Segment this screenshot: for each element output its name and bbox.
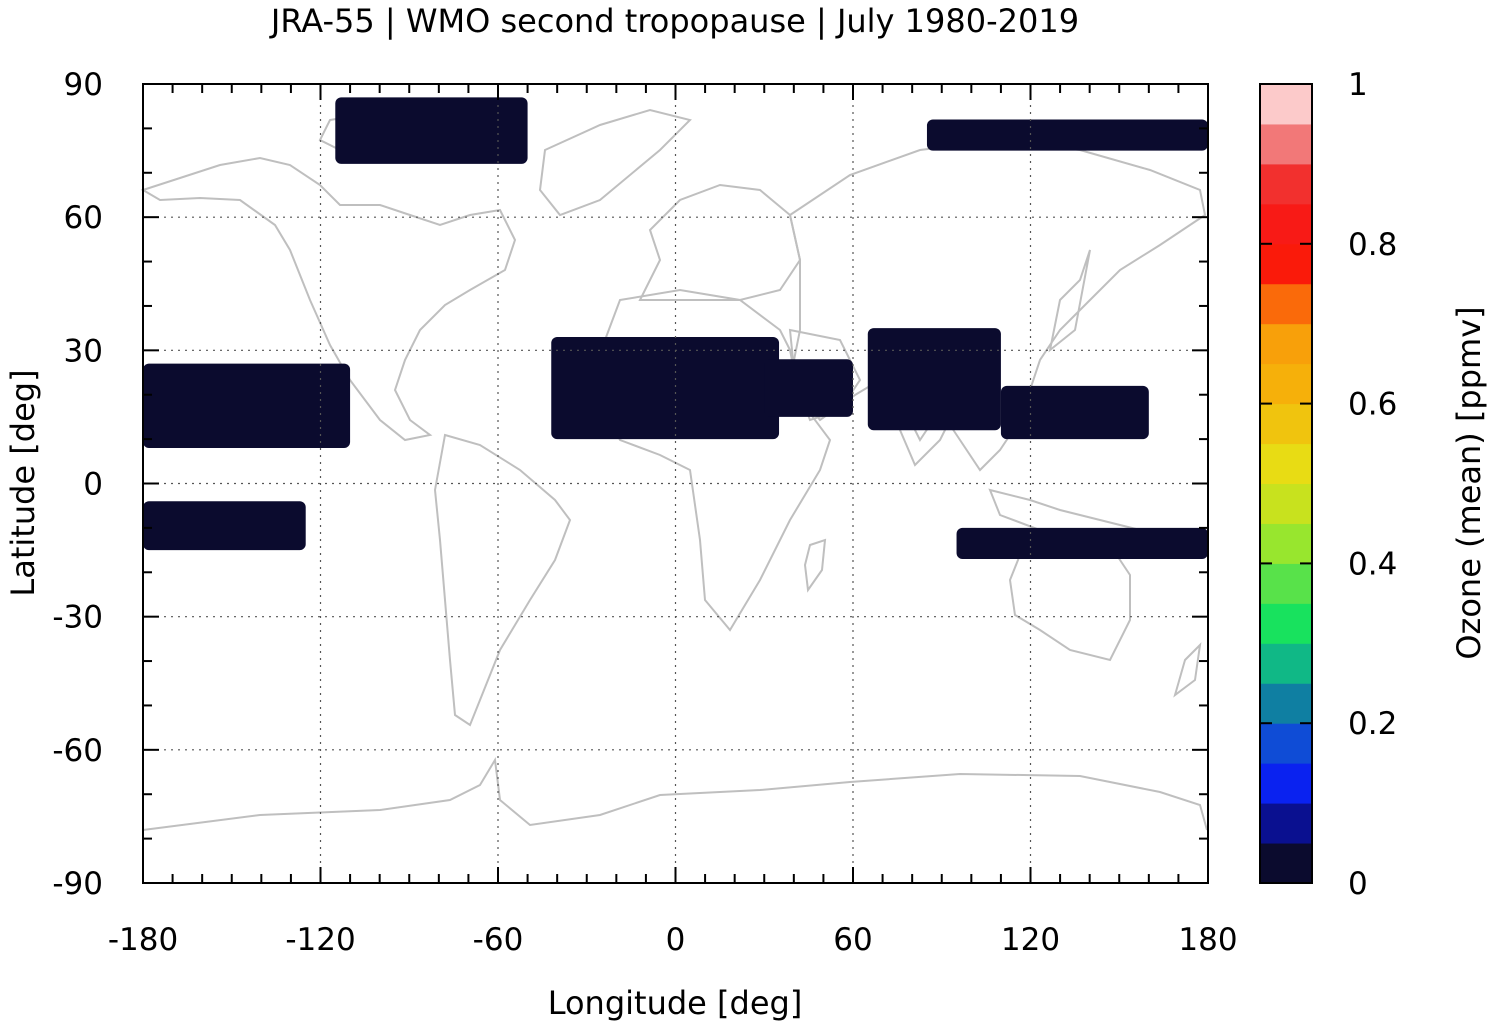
y-tick-label: 0 bbox=[83, 467, 103, 503]
y-tick-labels: 90 60 30 0 -30 -60 -90 bbox=[52, 67, 103, 902]
colorbar-segment bbox=[1260, 163, 1312, 205]
colorbar-segment bbox=[1260, 723, 1312, 764]
heat-cell-2 bbox=[867, 328, 1001, 431]
colorbar-tick-label: 0.4 bbox=[1348, 546, 1397, 582]
heat-cell-5 bbox=[143, 501, 306, 551]
colorbar-label: Ozone (mean) [ppmv] bbox=[1450, 306, 1488, 659]
colorbar-segment bbox=[1260, 283, 1312, 325]
colorbar-segment bbox=[1260, 683, 1312, 724]
heat-cell-0 bbox=[551, 337, 780, 440]
colorbar-segment bbox=[1260, 563, 1312, 604]
colorbar-segment bbox=[1260, 643, 1312, 684]
colorbar-segment bbox=[1260, 323, 1312, 365]
y-axis-label: Latitude [deg] bbox=[4, 369, 42, 596]
heatmap-cells bbox=[143, 97, 1208, 559]
colorbar-tick-labels: 0 0.2 0.4 0.6 0.8 1 bbox=[1348, 67, 1397, 902]
heat-cell-4 bbox=[143, 363, 351, 448]
y-tick-label: -30 bbox=[52, 600, 103, 636]
colorbar-tick-label: 0.8 bbox=[1348, 227, 1397, 263]
heat-cell-7 bbox=[335, 97, 528, 164]
x-axis-label: Longitude [deg] bbox=[548, 984, 803, 1022]
heat-cell-1 bbox=[764, 359, 853, 417]
colorbar-segment bbox=[1260, 403, 1312, 445]
y-tick-label: 30 bbox=[64, 333, 103, 369]
heat-cell-6 bbox=[956, 527, 1208, 559]
colorbar-segments bbox=[1260, 84, 1312, 884]
colorbar-segment bbox=[1260, 483, 1312, 524]
colorbar-segment bbox=[1260, 363, 1312, 405]
plot-frame bbox=[142, 83, 1209, 884]
colorbar: 0 0.2 0.4 0.6 0.8 1 Ozone (mean) [ppmv] bbox=[1259, 67, 1488, 902]
x-tick-label: 120 bbox=[1001, 922, 1060, 958]
heat-cell-8 bbox=[926, 119, 1208, 151]
colorbar-segment bbox=[1260, 843, 1312, 884]
grid-lines bbox=[143, 84, 1208, 883]
y-tick-label: -60 bbox=[52, 733, 103, 769]
colorbar-tick-label: 0.6 bbox=[1348, 387, 1397, 423]
heat-cell-3 bbox=[1000, 385, 1149, 440]
colorbar-segment bbox=[1260, 203, 1312, 245]
x-tick-label: 180 bbox=[1178, 922, 1237, 958]
x-tick-label: -180 bbox=[108, 922, 178, 958]
chart-title: JRA-55 | WMO second tropopause | July 19… bbox=[269, 2, 1079, 40]
colorbar-ticks bbox=[1260, 83, 1312, 884]
colorbar-segment bbox=[1260, 803, 1312, 844]
x-tick-label: -120 bbox=[285, 922, 355, 958]
colorbar-tick-label: 0 bbox=[1348, 866, 1368, 902]
colorbar-segment bbox=[1260, 523, 1312, 564]
x-tick-label: 0 bbox=[666, 922, 686, 958]
colorbar-segment bbox=[1260, 84, 1312, 125]
colorbar-segment bbox=[1260, 603, 1312, 644]
colorbar-segment bbox=[1260, 763, 1312, 804]
colorbar-tick-label: 0.2 bbox=[1348, 706, 1397, 742]
colorbar-tick-label: 1 bbox=[1348, 67, 1368, 103]
x-tick-labels: -180 -120 -60 0 60 120 180 bbox=[108, 922, 1238, 958]
colorbar-segment bbox=[1260, 243, 1312, 285]
plot-area bbox=[140, 83, 1209, 884]
y-tick-label: 60 bbox=[64, 200, 103, 236]
x-tick-label: 60 bbox=[833, 922, 872, 958]
y-tick-label: -90 bbox=[52, 866, 103, 902]
colorbar-segment bbox=[1260, 123, 1312, 165]
x-tick-label: -60 bbox=[473, 922, 524, 958]
colorbar-frame bbox=[1259, 83, 1313, 884]
y-tick-label: 90 bbox=[64, 67, 103, 103]
colorbar-segment bbox=[1260, 443, 1312, 484]
